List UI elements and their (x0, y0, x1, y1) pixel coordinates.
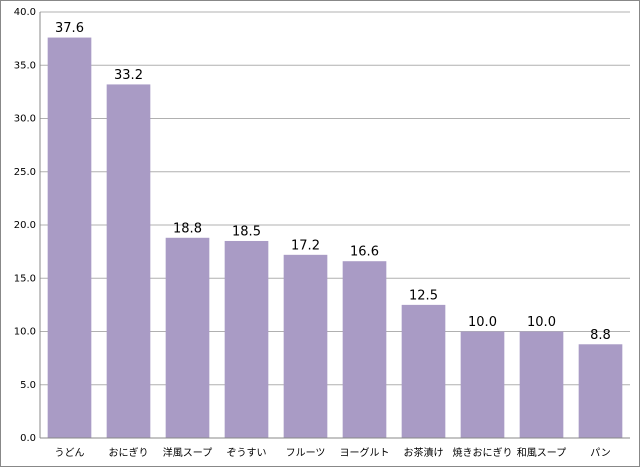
value-label: 18.5 (232, 224, 261, 239)
bar (106, 84, 151, 439)
value-label: 37.6 (55, 21, 84, 36)
y-tick-label: 40.0 (14, 7, 36, 18)
y-tick-label: 25.0 (14, 167, 36, 178)
y-tick-label: 5.0 (20, 380, 36, 391)
y-tick-label: 0.0 (20, 433, 36, 444)
value-label: 10.0 (527, 315, 556, 330)
value-label: 33.2 (114, 68, 143, 83)
bar (519, 331, 564, 438)
x-tick-label: お茶漬け (404, 446, 444, 459)
y-tick-label: 35.0 (14, 60, 36, 71)
x-tick-label: 焼きおにぎり (453, 446, 513, 459)
value-label: 12.5 (409, 288, 438, 303)
bar (165, 237, 210, 438)
x-tick-label: 和風スープ (517, 447, 566, 459)
x-tick-label: ぞうすい (227, 447, 267, 459)
bar (578, 344, 623, 438)
x-tick-label: おにぎり (109, 446, 149, 459)
x-tick-label: 洋風スープ (163, 446, 212, 459)
bar (47, 37, 92, 439)
bar (342, 261, 387, 438)
y-tick-label: 20.0 (14, 220, 36, 231)
value-label: 8.8 (590, 328, 611, 343)
y-tick-label: 10.0 (14, 327, 36, 338)
value-label: 16.6 (350, 245, 379, 260)
bar (460, 331, 505, 438)
y-tick-label: 15.0 (14, 273, 36, 284)
x-tick-label: うどん (55, 447, 85, 459)
value-label: 10.0 (468, 315, 497, 330)
x-tick-label: パン (590, 447, 611, 459)
bar (283, 254, 328, 438)
bar (401, 304, 446, 438)
value-label: 17.2 (291, 238, 320, 253)
y-tick-label: 30.0 (14, 114, 36, 125)
x-tick-label: フルーツ (286, 448, 326, 459)
bar (224, 240, 269, 438)
x-tick-label: ヨーグルト (340, 446, 390, 459)
value-label: 18.8 (173, 221, 202, 236)
